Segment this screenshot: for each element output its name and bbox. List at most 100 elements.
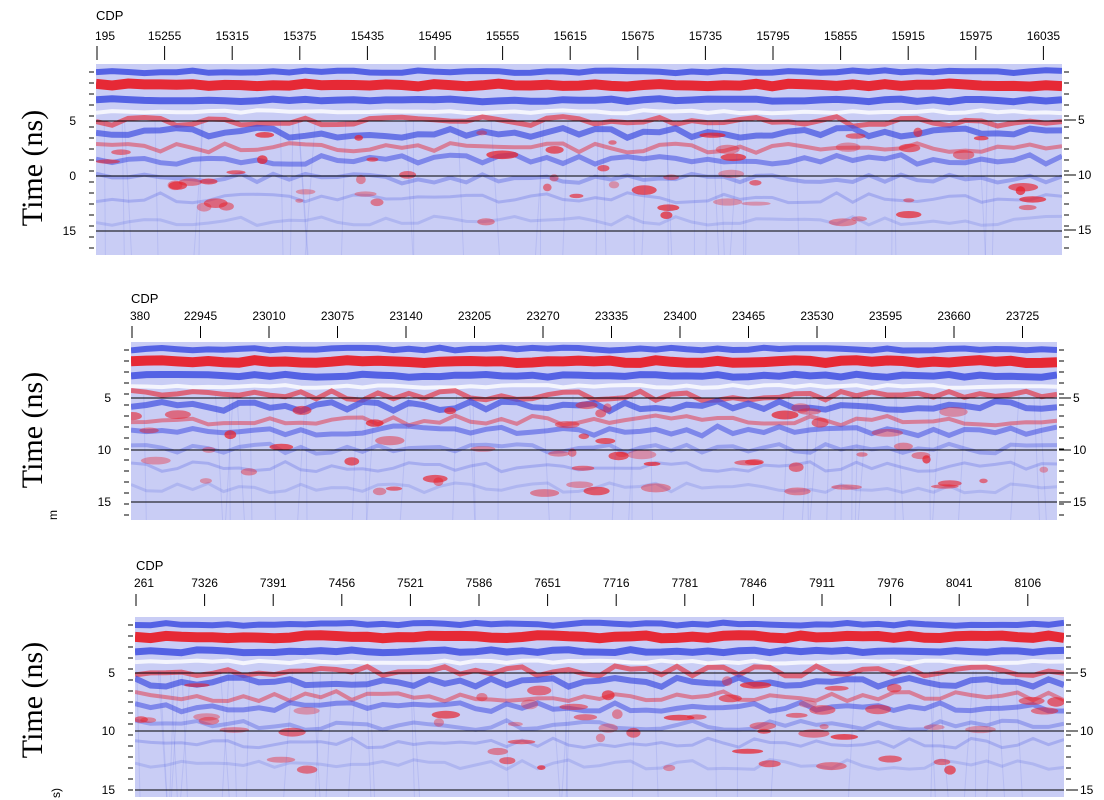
x-tick-label: 15615 [554, 29, 588, 43]
x-tick-label: 23140 [389, 309, 423, 323]
trace-texture [632, 670, 636, 797]
trace-texture [249, 395, 253, 520]
reflector-blob [771, 410, 799, 420]
x-tick-label: 23205 [458, 309, 492, 323]
reflector-band [131, 423, 1057, 439]
reflector-blob [257, 155, 268, 165]
reflector-blob [365, 419, 384, 427]
reflector-blob [797, 408, 821, 415]
reflector-blob [477, 218, 495, 226]
trace-texture [711, 121, 720, 255]
reflector-blob [828, 218, 857, 227]
trace-texture [1014, 670, 1023, 797]
reflector-blob [184, 683, 210, 688]
reflector-blob [139, 427, 159, 434]
reflector-band [135, 658, 1064, 666]
y-left-tick-label: 5 [69, 114, 76, 128]
x-tick-label: 7586 [466, 576, 493, 590]
x-tick-label: 15915 [892, 29, 926, 43]
reflector-blob [356, 174, 366, 185]
x-tick-label: 15315 [216, 29, 250, 43]
x-tick-label: 7911 [809, 576, 835, 590]
trace-texture [801, 395, 811, 520]
reflector-band [131, 413, 1057, 428]
reflector-blob [626, 727, 641, 738]
x-tick-label: 15555 [486, 29, 520, 43]
reflector-blob [575, 401, 598, 410]
trace-texture [665, 121, 673, 255]
reflector-blob [749, 722, 777, 730]
reflector-blob [583, 486, 610, 496]
reflector-blob [788, 462, 804, 473]
reflector-band [96, 152, 1062, 167]
reflector-blob [898, 143, 921, 153]
reflector-band [131, 370, 1057, 381]
reflector-band [135, 736, 1064, 750]
trace-texture [929, 670, 936, 797]
panel-2-cdp-title: CDP [131, 291, 158, 306]
trace-texture [963, 670, 974, 797]
reflector-blob [521, 699, 539, 710]
reflector-blob [608, 451, 629, 461]
trace-texture [232, 670, 237, 797]
x-tick-label: 23010 [252, 309, 286, 323]
reflector-blob [631, 185, 657, 195]
reflector-blob [845, 133, 866, 139]
reflector-blob [269, 443, 294, 451]
y-right-tick-label: 10 [1080, 724, 1094, 738]
x-tick-label: 8106 [1014, 576, 1041, 590]
trace-texture [504, 670, 509, 797]
reflector-band [96, 67, 1062, 77]
y-left-tick-label: 10 [98, 443, 112, 457]
trace-texture [272, 395, 276, 520]
trace-texture [632, 121, 635, 255]
trace-texture [562, 121, 569, 255]
reflector-band [96, 95, 1062, 106]
trace-texture [928, 395, 931, 520]
x-tick-label: 7326 [191, 576, 218, 590]
reflector-blob [595, 409, 607, 418]
reflector-band [96, 124, 1062, 141]
trace-texture [297, 121, 308, 255]
reflector-blob [699, 132, 726, 138]
reflector-blob [911, 452, 931, 460]
trace-texture [550, 670, 561, 797]
trace-texture [366, 395, 376, 520]
reflector-blob [507, 739, 536, 745]
reflector-blob [819, 724, 829, 730]
reflector-blob [811, 417, 829, 428]
panel-3-radargram [135, 617, 1064, 797]
reflector-blob [548, 450, 570, 457]
trace-texture [351, 395, 358, 520]
reflector-blob [226, 170, 246, 175]
reflector-blob [627, 450, 657, 460]
reflector-blob [640, 483, 671, 493]
reflector-blob [1047, 697, 1064, 707]
reflector-blob [278, 727, 306, 737]
reflector-blob [568, 448, 577, 457]
reflector-blob [140, 456, 171, 465]
x-tick-label: 7716 [603, 576, 630, 590]
trace-texture [103, 121, 106, 255]
y-right-tick-label: 10 [1073, 443, 1087, 457]
reflector-blob [487, 747, 509, 756]
trace-texture [611, 395, 619, 520]
reflector-blob [508, 721, 523, 727]
reflector-blob [131, 412, 142, 421]
reflector-blob [597, 165, 610, 172]
trace-texture [311, 670, 321, 797]
reflector-blob [193, 713, 221, 721]
trace-texture [848, 670, 856, 797]
trace-texture [895, 395, 904, 520]
reflector-band [135, 718, 1064, 732]
panel-1-ylabel: Time (ns) [16, 110, 49, 226]
trace-texture [325, 670, 333, 797]
reflector-blob [595, 733, 606, 743]
reflector-blob [660, 211, 673, 219]
reflector-blob [871, 429, 903, 437]
y-left-tick-label: 15 [63, 224, 77, 238]
reflector-blob [595, 438, 616, 444]
trace-texture [283, 670, 293, 797]
trace-texture [157, 670, 168, 797]
trace-texture [782, 395, 790, 520]
